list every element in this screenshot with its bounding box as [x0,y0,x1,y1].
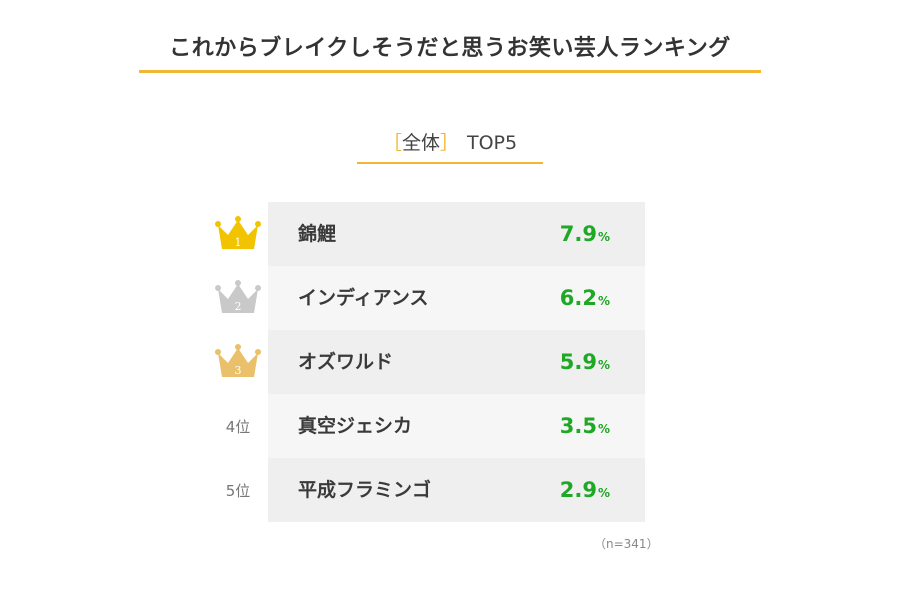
rank-cell-3: 3 [208,330,268,394]
sample-size-note: （n=341） [594,537,659,551]
comedian-name: インディアンス [298,287,429,309]
ranking-cell: 平成フラミンゴ 2.9% [268,458,645,522]
rank-label: 5位 [225,481,251,500]
silver-crown-icon: 2 [215,280,261,313]
ranking-cell: 真空ジェシカ 3.5% [268,394,645,458]
unit-label: % [597,294,610,308]
rank-number: 3 [235,364,242,377]
subtitle-underline [357,162,543,164]
percentage-value: 5.9% [560,330,610,394]
ranking-cell: オズワルド 5.9% [268,330,645,394]
rank-cell-5: 5位 [208,458,268,522]
ranking-row-1: 1 錦鯉 7.9% [0,202,900,266]
percentage-value: 3.5% [560,394,610,458]
chart-title: これからブレイクしそうだと思うお笑い芸人ランキング [169,36,731,61]
unit-label: % [597,486,610,500]
rank-cell-2: 2 [208,266,268,330]
percentage-value: 6.2% [560,266,610,330]
chart-subtitle: ［全体］ TOP5 [357,128,543,155]
ranking-cell: インディアンス 6.2% [268,266,645,330]
comedian-name: 真空ジェシカ [298,415,413,437]
comedian-name: オズワルド [298,351,394,373]
ranking-cell: 錦鯉 7.9% [268,202,645,266]
rank-cell-1: 1 [208,202,268,266]
percentage-value: 2.9% [560,458,610,522]
ranking-row-4: 4位 真空ジェシカ 3.5% [0,394,900,458]
rank-number: 2 [235,300,242,313]
value-label: 2.9 [559,478,597,502]
value-label: 7.9 [559,222,597,246]
unit-label: % [597,358,610,372]
rank-label: 4位 [225,417,251,436]
ranking-row-3: 3 オズワルド 5.9% [0,330,900,394]
comedian-name: 錦鯉 [298,223,337,245]
rank-cell-4: 4位 [208,394,268,458]
rank-number: 1 [235,236,242,249]
subtitle-bracket-open: ［ [382,132,402,154]
value-label: 5.9 [559,350,597,374]
gold-crown-icon: 1 [215,216,261,249]
value-label: 6.2 [559,286,597,310]
comedian-name: 平成フラミンゴ [298,479,432,501]
title-underline [139,70,761,73]
value-label: 3.5 [559,414,597,438]
unit-label: % [597,230,610,244]
subtitle-top: TOP5 [466,132,518,154]
ranking-row-2: 2 インディアンス 6.2% [0,266,900,330]
percentage-value: 7.9% [560,202,610,266]
ranking-row-5: 5位 平成フラミンゴ 2.9% [0,458,900,522]
bronze-crown-icon: 3 [215,344,261,377]
subtitle-bracket-close: ］ [439,132,459,154]
subtitle-label: 全体 [401,132,440,154]
unit-label: % [597,422,610,436]
